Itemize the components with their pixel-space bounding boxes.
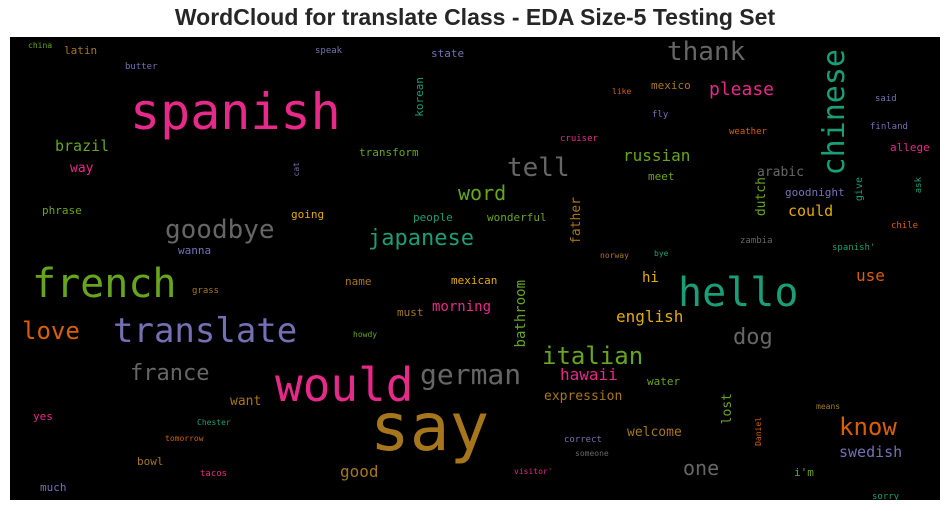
word-chile: chile — [891, 221, 919, 231]
word-bye: bye — [654, 249, 669, 258]
word-lost: lost — [720, 393, 735, 425]
word-must: must — [397, 306, 424, 319]
word-state: state — [431, 47, 465, 60]
word-mexican: mexican — [451, 274, 498, 287]
word-cloud: say spanish would hello french translate chine… — [10, 37, 940, 500]
word-water: water — [647, 375, 681, 388]
word-mexico: mexico — [651, 79, 691, 92]
word-zambia: zambia — [740, 236, 773, 246]
word-one: one — [683, 456, 720, 480]
word-name: name — [345, 275, 372, 288]
word-goodnight: goodnight — [785, 186, 845, 199]
word-yes: yes — [33, 410, 53, 423]
word-grass: grass — [192, 286, 220, 296]
word-wonderful: wonderful — [487, 211, 547, 224]
word-english: english — [616, 307, 684, 326]
word-swedish: swedish — [839, 443, 903, 461]
word-hi: hi — [642, 270, 659, 286]
word-sorry: sorry — [872, 492, 900, 501]
word-meet: meet — [648, 170, 675, 183]
word-german: german — [420, 358, 522, 391]
word-chester: Chester — [197, 418, 231, 427]
word-use: use — [856, 266, 885, 285]
word-hello: hello — [678, 270, 799, 316]
word-hawaii: hawaii — [560, 365, 618, 384]
word-france: france — [130, 361, 210, 386]
word-spanish: spanish — [130, 83, 341, 141]
word-phrase: phrase — [42, 204, 82, 217]
word-love: love — [22, 317, 80, 345]
word-spanish: spanish' — [832, 243, 876, 253]
word-french: french — [32, 261, 177, 307]
word-korean: korean — [413, 77, 426, 117]
word-much: much — [40, 481, 67, 494]
word-tacos: tacos — [200, 469, 228, 479]
word-japanese: japanese — [368, 226, 474, 251]
word-bowl: bowl — [137, 455, 164, 468]
word-russian: russian — [623, 146, 691, 165]
word-please: please — [709, 79, 775, 100]
word-howdy: howdy — [353, 330, 378, 339]
word-someone: someone — [575, 449, 609, 458]
word-tell: tell — [507, 153, 570, 183]
word-give: give — [854, 177, 865, 202]
word-dutch: dutch — [754, 177, 769, 217]
word-butter: butter — [125, 62, 158, 72]
word-welcome: welcome — [627, 425, 682, 440]
word-people: people — [413, 211, 453, 224]
word-china: china — [28, 41, 53, 50]
word-latin: latin — [64, 44, 98, 57]
word-tomorrow: tomorrow — [165, 434, 204, 443]
word-wanna: wanna — [178, 244, 212, 257]
word-correct: correct — [564, 435, 602, 445]
word-expression: expression — [544, 389, 623, 404]
word-norway: norway — [600, 251, 629, 260]
word-like: like — [612, 87, 632, 96]
word-goodbye: goodbye — [165, 215, 275, 245]
word-morning: morning — [432, 299, 492, 315]
word-finland: finland — [870, 122, 908, 132]
word-good: good — [340, 462, 379, 481]
word-cat: cat — [292, 162, 301, 177]
word-said: said — [875, 94, 897, 104]
word-would: would — [275, 358, 414, 412]
word-word: word — [458, 181, 507, 205]
chart-title: WordCloud for translate Class - EDA Size… — [174, 4, 776, 30]
word-transform: transform — [359, 146, 419, 159]
word-going: going — [291, 208, 325, 221]
word-dog: dog — [733, 325, 773, 350]
word-way: way — [70, 161, 94, 176]
word-say: say — [370, 389, 490, 466]
word-italian: italian — [542, 342, 644, 370]
word-could: could — [788, 202, 834, 220]
word-father: father — [569, 197, 584, 244]
word-translate: translate — [113, 311, 298, 351]
word-weather: weather — [729, 127, 767, 137]
word-means: means — [816, 402, 841, 411]
word-ask: ask — [914, 177, 924, 194]
word-allege: allege — [890, 141, 930, 154]
word-i-m: i'm — [794, 466, 814, 479]
word-fly: fly — [652, 110, 669, 120]
word-cruiser: cruiser — [560, 134, 598, 144]
word-know: know — [839, 413, 897, 441]
word-arabic: arabic — [757, 165, 804, 180]
word-chinese: chinese — [817, 49, 852, 176]
word-thank: thank — [667, 37, 746, 67]
word-speak: speak — [315, 46, 343, 56]
word-brazil: brazil — [55, 137, 110, 155]
word-want: want — [230, 394, 262, 409]
word-visitor: visitor' — [514, 467, 553, 476]
word-daniel: Daniel — [754, 417, 763, 446]
word-bathroom: bathroom — [513, 280, 529, 348]
